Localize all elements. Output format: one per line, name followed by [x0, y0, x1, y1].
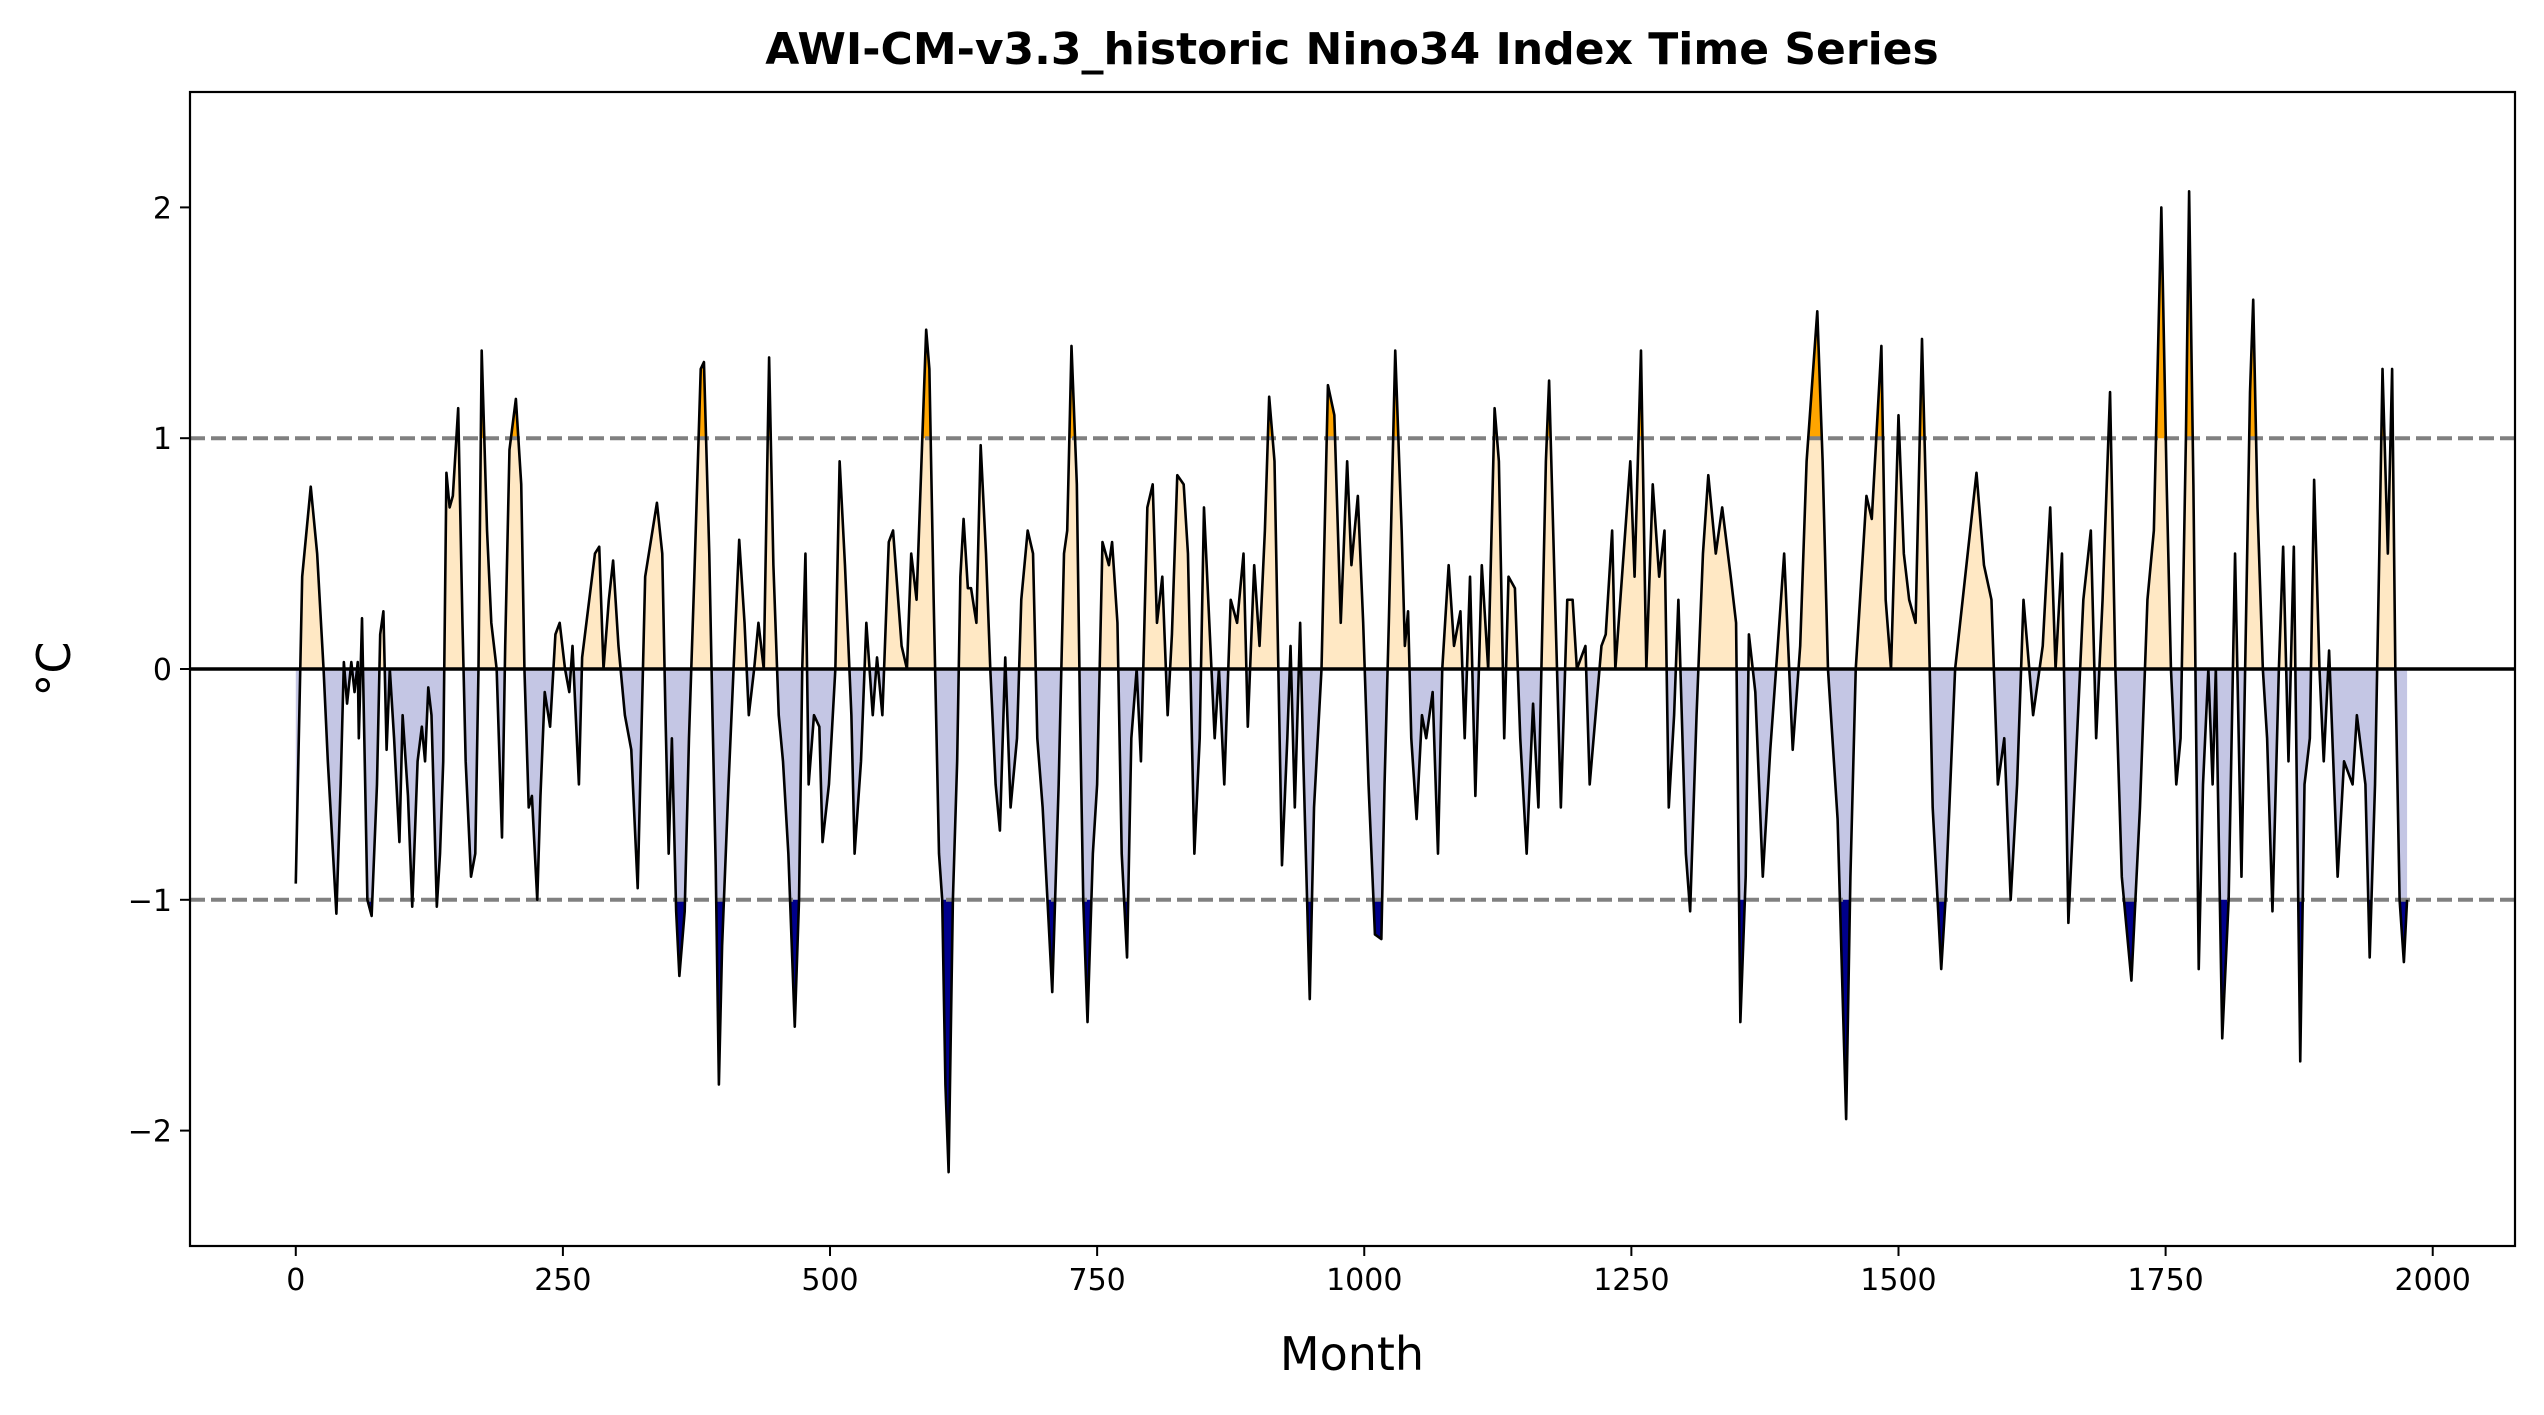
x-tick-label: 1000	[1326, 1263, 1402, 1298]
series-line	[294, 189, 2409, 1174]
cool-fill-light	[295, 669, 2408, 1173]
y-axis-label: °C	[27, 641, 81, 696]
y-tick-label: 1	[153, 422, 172, 457]
x-tick-label: 750	[1069, 1263, 1126, 1298]
x-tick-label: 1500	[1860, 1263, 1936, 1298]
x-tick-label: 1250	[1593, 1263, 1669, 1298]
y-tick-label: 0	[153, 653, 172, 688]
x-tick-label: 250	[534, 1263, 591, 1298]
x-axis-label: Month	[1280, 1327, 1424, 1381]
warm-fill-light	[295, 191, 2408, 669]
x-tick-label: 0	[286, 1263, 305, 1298]
chart-title: AWI-CM-v3.3_historic Nino34 Index Time S…	[765, 24, 1938, 75]
cool-fill	[335, 899, 2408, 1173]
x-tick-label: 2000	[2395, 1263, 2471, 1298]
warm-fill	[456, 191, 2393, 439]
x-tick-label: 500	[801, 1263, 858, 1298]
x-tick-label: 1750	[2127, 1263, 2203, 1298]
y-tick-label: −1	[128, 884, 172, 919]
y-tick-label: −2	[128, 1115, 172, 1150]
y-tick-label: 2	[153, 191, 172, 226]
